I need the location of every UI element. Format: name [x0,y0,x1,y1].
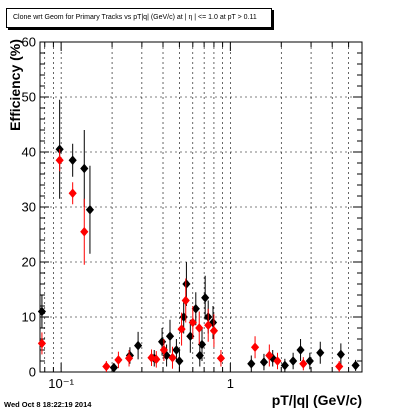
data-point [296,345,305,355]
data-point [259,357,269,367]
data-point [289,356,298,366]
data-point [181,295,190,306]
data-point [159,345,168,355]
y-tick-label: 40 [22,145,36,160]
data-point [191,303,200,314]
data-point [172,345,181,355]
y-tick-label: 30 [22,200,36,215]
x-tick-label: 1 [227,376,234,391]
data-point [102,361,111,372]
data-point [80,226,89,237]
data-point [124,353,134,364]
data-point [209,325,219,336]
y-axis-label: Efficiency (%) [7,39,23,131]
data-point [186,331,195,342]
series-1 [37,149,344,372]
data-point [37,338,47,349]
data-point [351,360,360,371]
data-point [197,339,207,350]
data-point [165,331,175,342]
data-point [168,352,177,363]
y-tick-label: 10 [22,310,36,325]
y-tick-label: 0 [29,365,36,380]
y-tick-label: 60 [22,35,36,50]
data-point [247,358,256,369]
data-point [250,342,260,353]
data-point [336,349,345,360]
y-tick-label: 50 [22,90,36,105]
data-point [305,356,314,366]
grid-lines [40,42,363,372]
data-point [265,350,274,361]
data-point [299,358,308,369]
data-point [188,317,197,328]
data-series [37,99,360,373]
y-tick-label: 20 [22,255,36,270]
data-point [85,204,95,215]
x-tick-label: 10⁻¹ [48,376,74,391]
data-point [68,188,77,199]
data-point [280,360,289,371]
data-point [158,336,167,347]
chart-title: Clone wrt Geom for Primary Tracks vs pT|… [6,8,272,28]
data-point [37,306,47,317]
data-point [182,279,191,289]
data-point [273,356,282,366]
data-point [316,347,325,358]
data-point [109,362,118,373]
data-point [179,312,188,322]
data-point [80,163,89,174]
data-point [175,356,184,366]
data-point [134,340,143,351]
data-point [152,354,161,365]
data-point [114,355,123,365]
data-point [201,292,210,303]
data-point [204,320,213,331]
timestamp-label: Wed Oct 8 18:22:19 2014 [4,400,92,409]
data-point [177,324,186,334]
data-point [335,361,344,372]
x-axis-label: pT/|q| (GeV/c) [272,392,362,408]
data-point [55,155,64,166]
data-point [68,155,77,166]
data-point [195,323,204,333]
data-point [216,353,226,364]
